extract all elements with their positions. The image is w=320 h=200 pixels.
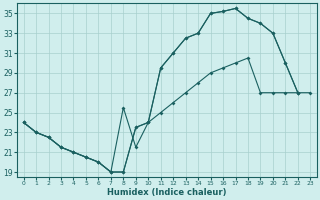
X-axis label: Humidex (Indice chaleur): Humidex (Indice chaleur) xyxy=(107,188,227,197)
